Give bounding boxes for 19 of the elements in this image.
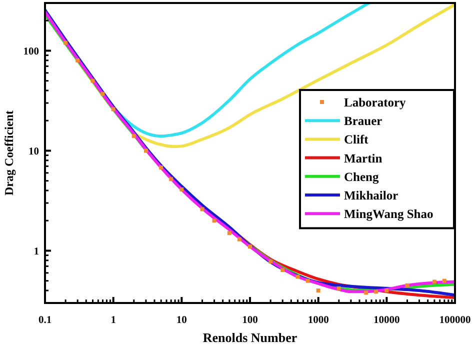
x-tick-label: 10000: [374, 315, 400, 326]
x-tick-label: 100: [242, 315, 258, 326]
x-tick-label: 100000: [439, 315, 471, 326]
legend-label: Mikhailor: [344, 188, 399, 202]
legend-label: Laboratory: [344, 96, 407, 110]
y-tick-label: 10: [28, 146, 39, 158]
x-tick-label: 0.1: [38, 315, 52, 326]
legend-label: Cheng: [344, 170, 380, 184]
legend-label: Clift: [344, 132, 370, 147]
x-tick-label: 1000: [308, 315, 329, 326]
x-axis-title: Renolds Number: [202, 330, 298, 345]
y-tick-label: 1: [34, 246, 39, 258]
x-tick-label: 1: [110, 315, 116, 326]
y-axis-title: Drag Coefficient: [2, 110, 16, 196]
y-tick-label: 100: [23, 46, 39, 58]
legend-label: MingWang Shao: [344, 207, 434, 222]
legend-label: Brauer: [344, 114, 383, 128]
legend-label: Martin: [344, 151, 382, 166]
x-tick-label: 10: [176, 315, 187, 326]
